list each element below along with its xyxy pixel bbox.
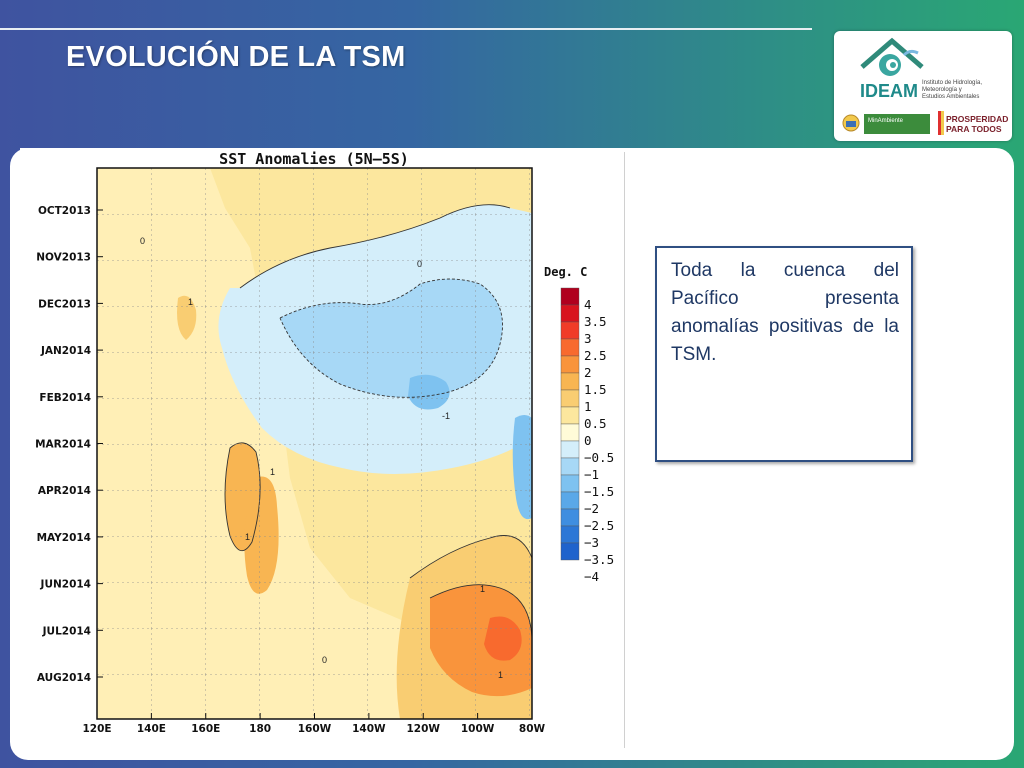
contour-label: 0 [140, 236, 145, 246]
ideam-logo: IDEAM Instituto de Hidrología, Meteorolo… [842, 37, 1008, 135]
y-tick-label: JAN2014 [40, 345, 91, 357]
plot-area: 0 1 1 1 0 -1 1 1 0 [97, 168, 532, 719]
ideam-brand: IDEAM [860, 81, 918, 101]
sst-anomaly-chart: SST Anomalies (5N–5S) 0 1 1 1 0 -1 1 [20, 148, 620, 748]
colorbar-swatch [560, 525, 580, 544]
colorbar: 4 3.5 3 2.5 2 1.5 1 0.5 0 −0.5 −1 −1.5 −2 −2.5 −3 −3.5 −… [560, 287, 614, 584]
x-tick-label: 140W [352, 723, 386, 735]
contour-label: 0 [322, 655, 327, 665]
colorbar-swatch [560, 423, 580, 442]
colorbar-swatch [560, 542, 580, 561]
header-rule [0, 28, 812, 30]
slide-title: EVOLUCIÓN DE LA TSM [66, 41, 406, 73]
y-tick-label: OCT2013 [38, 205, 91, 217]
x-tick-label: 160W [298, 723, 332, 735]
ideam-logo-box: IDEAM Instituto de Hidrología, Meteorolo… [834, 31, 1012, 141]
contour-label: 1 [498, 670, 503, 680]
colorbar-label: −1 [584, 467, 599, 482]
x-axis: 120E 140E 160E 180 160W 140W 120W 100W 80W [82, 713, 546, 735]
contour-label: 1 [188, 297, 193, 307]
colorbar-swatch [560, 372, 580, 391]
ministry-badge [864, 114, 930, 134]
colorbar-swatch [560, 389, 580, 408]
colorbar-swatch [560, 287, 580, 306]
x-tick-label: 120W [407, 723, 441, 735]
colorbar-swatch [560, 457, 580, 476]
institute-line-1: Instituto de Hidrología, [922, 80, 982, 86]
y-tick-label: AUG2014 [37, 672, 91, 684]
contour-label: 0 [417, 259, 422, 269]
colorbar-swatch [560, 338, 580, 357]
colorbar-label: 0 [584, 433, 592, 448]
roof-icon [860, 37, 924, 69]
colorbar-swatch [560, 355, 580, 374]
note-text: Toda la cuenca del Pacífico presenta ano… [671, 260, 899, 365]
contour-label: -1 [442, 411, 450, 421]
x-tick-label: 80W [519, 723, 546, 735]
institute-line-3: Estudios Ambientales [922, 94, 979, 100]
colorbar-swatch [560, 508, 580, 527]
colorbar-label: −1.5 [584, 484, 614, 499]
colorbar-swatch [560, 474, 580, 493]
y-tick-label: MAR2014 [35, 439, 91, 451]
colorbar-label: 2.5 [584, 348, 607, 363]
colorbar-label: 3.5 [584, 314, 607, 329]
y-tick-label: DEC2013 [38, 298, 91, 310]
colorbar-label: −2.5 [584, 518, 614, 533]
colorbar-label: 4 [584, 297, 592, 312]
y-tick-label: JUN2014 [40, 579, 91, 591]
grid-overlay [97, 168, 532, 719]
ministry-label: MinAmbiente [868, 118, 904, 124]
y-tick-label: FEB2014 [39, 392, 91, 404]
colorbar-swatch [560, 304, 580, 323]
vertical-divider [624, 152, 625, 748]
x-tick-label: 160E [191, 723, 220, 735]
chart-title: SST Anomalies (5N–5S) [219, 150, 409, 168]
colorbar-label: 3 [584, 331, 592, 346]
colorbar-label: 2 [584, 365, 592, 380]
slogan-line-2: PARA TODOS [946, 124, 1002, 134]
colorbar-swatch [560, 321, 580, 340]
y-tick-label: NOV2013 [36, 252, 91, 264]
colorbar-swatch [560, 440, 580, 459]
colorbar-label: 0.5 [584, 416, 607, 431]
x-tick-label: 100W [461, 723, 495, 735]
colorbar-swatch [560, 406, 580, 425]
y-tick-label: APR2014 [38, 485, 91, 497]
y-tick-label: JUL2014 [42, 625, 91, 637]
contour-label: 1 [480, 584, 485, 594]
colorbar-label: −0.5 [584, 450, 614, 465]
colorbar-label: −2 [584, 501, 599, 516]
colorbar-label: −3.5 [584, 552, 614, 567]
contour-label: 1 [245, 532, 250, 542]
colorbar-label: −4 [584, 569, 599, 584]
contour-label: 1 [270, 467, 275, 477]
x-tick-label: 180 [249, 723, 271, 735]
note-box: Toda la cuenca del Pacífico presenta ano… [655, 246, 913, 462]
slogan-line-1: PROSPERIDAD [946, 114, 1008, 124]
colorbar-label: 1.5 [584, 382, 607, 397]
colorbar-label: −3 [584, 535, 599, 550]
institute-line-2: Meteorología y [922, 87, 962, 93]
colorbar-swatch [560, 491, 580, 510]
colorbar-title: Deg. C [544, 265, 587, 279]
y-axis: OCT2013 NOV2013 DEC2013 JAN2014 FEB2014 MAR20… [35, 205, 103, 684]
x-tick-label: 140E [137, 723, 166, 735]
y-tick-label: MAY2014 [37, 532, 91, 544]
colorbar-label: 1 [584, 399, 592, 414]
x-tick-label: 120E [82, 723, 111, 735]
